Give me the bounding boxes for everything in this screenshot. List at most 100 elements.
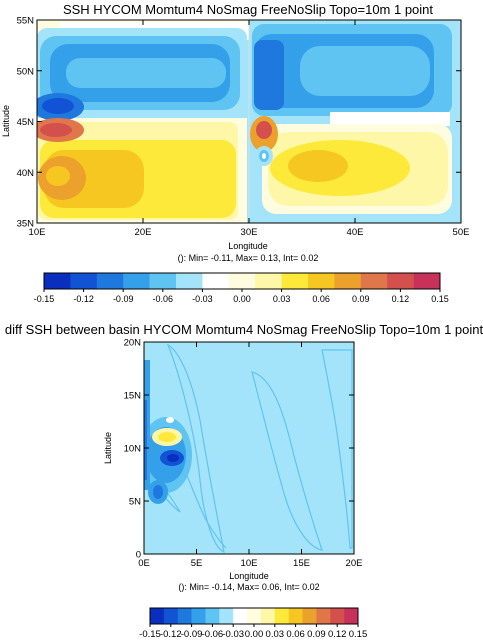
chart-2-ylabel: Latitude [103, 432, 113, 464]
colorbar-swatch [123, 273, 150, 289]
contour-band-west-south-orange3 [46, 166, 70, 186]
colorbar-swatch [360, 273, 388, 289]
y-tick-label: 20N [124, 338, 142, 349]
y-tick-label: 15N [124, 391, 142, 402]
contour-band-east-north-blue2-inner [300, 46, 430, 96]
colorbar-tick-label: -0.06 [153, 294, 174, 304]
anomaly-wall-strip-core [144, 400, 147, 480]
x-tick-label: 30E [241, 227, 258, 238]
x-tick-label: 20E [346, 558, 363, 569]
colorbar-swatch [281, 273, 309, 289]
chart-1-east-basin-field [249, 20, 461, 223]
x-tick-label: 20E [135, 227, 152, 238]
colorbar-swatch [260, 608, 276, 624]
colorbar-swatch [274, 608, 289, 624]
x-tick-label: 15E [293, 558, 310, 569]
chart-2-title: diff SSH between basin HYCOM Momtum4 NoS… [5, 322, 483, 337]
anomaly-positive-core [158, 432, 176, 442]
colorbar-tick-label: -0.09 [113, 294, 134, 304]
colorbar-swatch [96, 273, 124, 289]
y-tick-label: 55N [17, 16, 35, 27]
colorbar-tick-label: -0.03 [222, 629, 244, 640]
x-tick-label: 0E [138, 558, 150, 569]
y-tick-label: 10N [124, 444, 142, 455]
colorbar-tick-label: -0.12 [73, 294, 94, 304]
colorbar-swatch [302, 608, 317, 624]
chart-1-plot-area [37, 20, 461, 223]
colorbar-tick-label: -0.12 [160, 629, 182, 640]
colorbar-swatch [308, 273, 335, 289]
chart-2: diff SSH between basin HYCOM Momtum4 NoS… [5, 322, 483, 592]
anomaly-white-spot [166, 417, 174, 423]
colorbar-tick-label: -0.06 [202, 629, 224, 640]
colorbar-tick-label: 0.15 [349, 629, 368, 640]
colorbar-swatch [247, 608, 262, 624]
colorbar-tick-label: 0.09 [352, 294, 370, 304]
contour-line-2 [251, 371, 323, 551]
colorbar-tick-label: 0.06 [312, 294, 330, 304]
contour-band-east-white-strip [330, 112, 450, 126]
colorbar-swatch [228, 273, 256, 289]
chart-1-axes: 10E 20E 30E 40E 50E 35N 40N 45N 50N 55N [17, 16, 470, 239]
colorbar-swatch [413, 273, 441, 289]
contour-band-east-north-blue3 [254, 40, 284, 110]
colorbar-swatch [387, 273, 414, 289]
chart-2-plot-area [144, 342, 354, 554]
anomaly-negative-center [167, 454, 179, 462]
y-tick-label: 45N [17, 117, 35, 128]
colorbar-swatch [44, 273, 71, 289]
colorbar-swatch [330, 608, 345, 624]
colorbar-tick-label: 0.03 [273, 294, 291, 304]
colorbar-tick-label: -0.15 [139, 629, 161, 640]
colorbar-swatch [177, 608, 192, 624]
colorbar-tick-label: 0.09 [307, 629, 326, 640]
colorbar-swatch [255, 273, 282, 289]
colorbar-tick-label: 0.00 [233, 294, 251, 304]
anomaly-negative-lower-core [153, 485, 163, 499]
colorbar-swatch [316, 608, 331, 624]
colorbar-swatch [70, 273, 98, 289]
colorbar-swatch [288, 608, 303, 624]
colorbar-1: -0.15 -0.12 -0.09 -0.06 -0.03 0.00 0.03 0.06 0.0… [34, 272, 449, 304]
colorbar-tick-label: -0.03 [192, 294, 213, 304]
eddy-east-negative-center [262, 153, 266, 159]
y-tick-label: 5N [129, 497, 141, 508]
chart-1-ylabel: Latitude [1, 105, 11, 137]
colorbar-tick-label: 0.15 [431, 294, 449, 304]
x-tick-label: 10E [241, 558, 258, 569]
colorbar-swatch [334, 273, 362, 289]
eddy-east-positive-core [256, 121, 272, 139]
colorbar-swatch [219, 608, 234, 624]
colorbar-swatch [163, 608, 179, 624]
colorbar-tick-label: 0.12 [328, 629, 347, 640]
x-tick-label: 40E [347, 227, 364, 238]
colorbar-swatch [176, 273, 203, 289]
contour-line-1 [166, 343, 225, 553]
colorbar-tick-label: -0.09 [181, 629, 203, 640]
chart-2-xlabel: Longitude [229, 571, 269, 581]
chart-1-title: SSH HYCOM Momtum4 NoSmag FreeNoSlip Topo… [63, 2, 433, 17]
contour-line-3 [321, 349, 353, 549]
x-tick-label: 50E [453, 227, 470, 238]
colorbar-swatch [344, 608, 359, 624]
y-tick-label: 40N [17, 168, 35, 179]
contour-band-west-north-blue2-inner [66, 58, 226, 88]
chart-2-anomaly [144, 360, 192, 504]
chart-2-axes: 0E 5E 10E 15E 20E 0 5N 10N 15N 20N [124, 338, 363, 570]
x-tick-label: 10E [29, 227, 46, 238]
x-tick-label: 5E [191, 558, 203, 569]
y-tick-label: 35N [17, 219, 35, 230]
chart-1-stats: (): Min= -0.11, Max= 0.13, Int= 0.02 [178, 253, 319, 263]
y-tick-label: 50N [17, 66, 35, 77]
y-tick-label: 0 [136, 550, 141, 561]
chart-2-stats: (): Min= -0.14, Max= 0.06, Int= 0.02 [178, 582, 319, 592]
colorbar-swatch [205, 608, 220, 624]
colorbar-swatch [191, 608, 206, 624]
colorbar-tick-label: 0.06 [286, 629, 305, 640]
contour-band-east-south-yellow3 [288, 150, 348, 182]
colorbar-tick-label: 0.00 [245, 629, 264, 640]
eddy-west-negative-core [42, 98, 74, 114]
chart-1-west-basin-field [37, 20, 250, 223]
colorbar-swatch [233, 608, 248, 624]
